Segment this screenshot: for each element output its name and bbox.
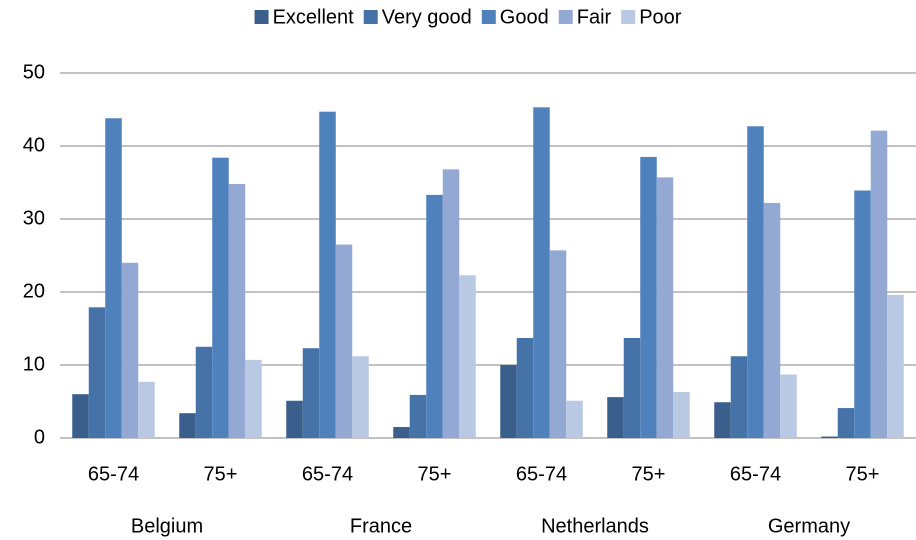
bar (195, 346, 213, 438)
legend-swatch (621, 10, 636, 24)
y-tick-label: 20 (23, 280, 45, 302)
bar (714, 402, 731, 438)
x-tick-label: 75+ (204, 463, 238, 485)
legend-swatch (254, 10, 269, 24)
bar (837, 408, 855, 438)
bar (352, 356, 369, 438)
bar (286, 400, 303, 438)
bar (442, 169, 460, 439)
bar (533, 107, 550, 438)
group-label: Germany (768, 515, 850, 537)
bar (780, 374, 797, 438)
bar (245, 359, 262, 438)
bar (549, 250, 567, 438)
x-tick-label: 75+ (846, 463, 880, 485)
x-tick-label: 65-74 (730, 463, 781, 485)
bar (409, 394, 427, 438)
group-label: Netherlands (541, 515, 649, 537)
y-tick-label: 30 (23, 207, 45, 229)
y-tick-label: 40 (23, 134, 45, 156)
bar (138, 381, 155, 438)
y-tick-label: 10 (23, 353, 45, 375)
x-tick-label: 65-74 (88, 463, 139, 485)
bar (500, 365, 517, 438)
legend-label: Very good (382, 6, 472, 28)
bar (763, 202, 781, 438)
bar (821, 436, 838, 438)
bar (212, 157, 229, 438)
x-tick-label: 75+ (418, 463, 452, 485)
bar (426, 194, 443, 438)
bar (673, 392, 690, 438)
bar (335, 244, 353, 438)
bar (72, 394, 89, 438)
bar (88, 307, 106, 438)
bar (319, 111, 336, 438)
bar (656, 177, 674, 438)
bar (607, 397, 624, 438)
legend-swatch (363, 10, 378, 24)
bar (459, 275, 476, 438)
bar (870, 130, 888, 439)
bar (393, 427, 410, 438)
bar (121, 262, 139, 438)
group-label: Belgium (131, 515, 203, 537)
x-tick-label: 75+ (632, 463, 666, 485)
x-tick-label: 65-74 (302, 463, 353, 485)
bar (854, 190, 871, 438)
bar (623, 337, 641, 438)
legend-label: Poor (639, 6, 682, 28)
bar (179, 413, 196, 438)
legend-label: Excellent (273, 6, 355, 28)
legend-label: Good (500, 6, 549, 28)
bar (302, 348, 320, 438)
legend-label: Fair (577, 6, 612, 28)
y-tick-label: 0 (34, 426, 45, 448)
bar (516, 337, 534, 438)
bar (566, 400, 583, 438)
group-label: France (350, 515, 412, 537)
bar (105, 118, 122, 438)
legend-swatch (481, 10, 496, 24)
bar (640, 156, 657, 438)
x-tick-label: 65-74 (516, 463, 567, 485)
y-tick-label: 50 (23, 61, 45, 83)
bar (228, 183, 246, 438)
bar (887, 294, 904, 438)
bar (730, 356, 748, 438)
legend-swatch (558, 10, 573, 24)
bar (747, 126, 764, 438)
